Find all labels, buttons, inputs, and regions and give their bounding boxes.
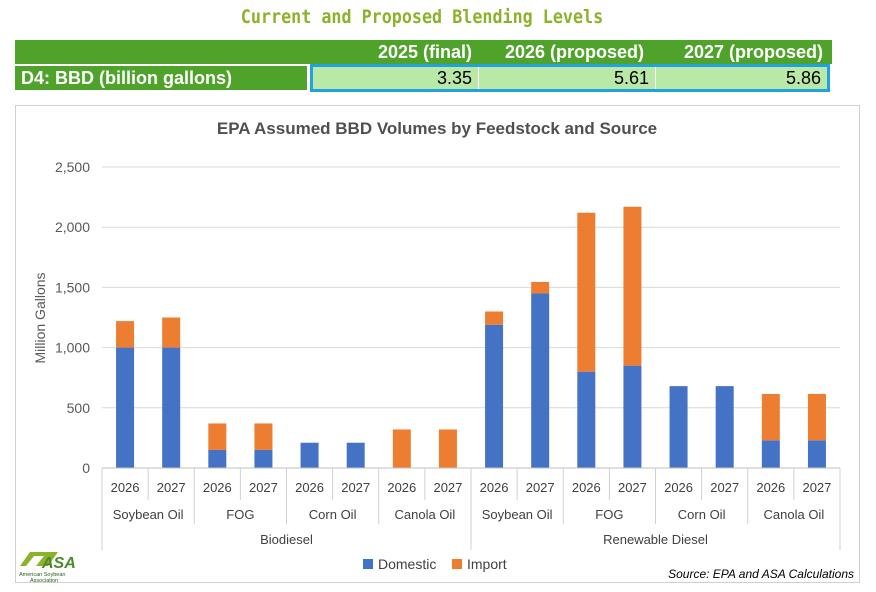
fuel-type-label: Renewable Diesel bbox=[603, 532, 708, 547]
bar-domestic bbox=[623, 365, 642, 468]
feedstock-label: Soybean Oil bbox=[482, 507, 553, 522]
x-tick-label: 2026 bbox=[111, 480, 140, 495]
x-tick-label: 2027 bbox=[618, 480, 647, 495]
bar-import bbox=[392, 429, 411, 468]
x-tick-label: 2026 bbox=[572, 480, 601, 495]
legend-swatch-import bbox=[452, 559, 462, 569]
feedstock-label: Corn Oil bbox=[678, 507, 726, 522]
bar-import bbox=[116, 321, 135, 348]
y-tick-label: 1,500 bbox=[55, 279, 90, 295]
bar-domestic bbox=[162, 347, 181, 468]
table-header-row: 2025 (final) 2026 (proposed) 2027 (propo… bbox=[15, 40, 832, 64]
x-tick-label: 2027 bbox=[249, 480, 278, 495]
header-2027: 2027 (proposed) bbox=[683, 42, 823, 62]
y-tick-label: 0 bbox=[82, 460, 90, 476]
highlighted-values-box: 3.35 5.61 5.86 bbox=[310, 64, 830, 92]
bar-domestic bbox=[116, 347, 135, 468]
bar-domestic bbox=[300, 442, 319, 468]
x-tick-label: 2026 bbox=[664, 480, 693, 495]
bar-domestic bbox=[761, 440, 780, 468]
bar-domestic bbox=[669, 386, 688, 468]
bar-import bbox=[531, 281, 550, 294]
header-2025: 2025 (final) bbox=[377, 42, 472, 62]
cell-divider bbox=[655, 67, 656, 89]
bar-domestic bbox=[715, 386, 734, 468]
x-tick-label: 2026 bbox=[295, 480, 324, 495]
bar-import bbox=[623, 206, 642, 366]
y-tick-label: 1,000 bbox=[55, 340, 90, 356]
bar-domestic bbox=[485, 324, 504, 468]
bar-import bbox=[162, 317, 181, 348]
bar-import bbox=[577, 212, 596, 372]
svg-text:Association: Association bbox=[30, 578, 58, 584]
asa-logo-mark: ASA American Soybean Association bbox=[19, 552, 76, 584]
value-2025: 3.35 bbox=[436, 68, 472, 88]
legend-label: Import bbox=[467, 556, 507, 572]
value-2026: 5.61 bbox=[613, 68, 649, 88]
x-tick-label: 2026 bbox=[203, 480, 232, 495]
svg-text:ASA: ASA bbox=[41, 555, 76, 572]
bar-import bbox=[807, 393, 826, 441]
feedstock-label: Soybean Oil bbox=[113, 507, 184, 522]
asa-logo: ASA American Soybean Association bbox=[18, 548, 84, 584]
bar-domestic bbox=[254, 449, 273, 468]
bar-domestic bbox=[577, 371, 596, 468]
bar-domestic bbox=[531, 293, 550, 468]
feedstock-label: Canola Oil bbox=[764, 507, 825, 522]
x-tick-label: 2027 bbox=[433, 480, 462, 495]
bar-import bbox=[254, 423, 273, 450]
svg-text:American Soybean: American Soybean bbox=[19, 572, 65, 578]
chart-frame bbox=[15, 105, 860, 583]
x-tick-label: 2027 bbox=[157, 480, 186, 495]
x-tick-label: 2027 bbox=[526, 480, 555, 495]
x-tick-label: 2026 bbox=[480, 480, 509, 495]
x-tick-label: 2026 bbox=[756, 480, 785, 495]
header-2026: 2026 (proposed) bbox=[504, 42, 644, 62]
x-tick-label: 2027 bbox=[341, 480, 370, 495]
x-tick-label: 2027 bbox=[802, 480, 831, 495]
y-tick-label: 500 bbox=[67, 400, 91, 416]
page-title: Current and Proposed Blending Levels bbox=[240, 6, 604, 28]
x-tick-label: 2026 bbox=[387, 480, 416, 495]
table-row-label: D4: BBD (billion gallons) bbox=[15, 66, 307, 90]
y-axis-label: Million Gallons bbox=[32, 272, 48, 363]
bar-import bbox=[485, 311, 504, 325]
feedstock-label: Canola Oil bbox=[395, 507, 456, 522]
feedstock-label: FOG bbox=[595, 507, 623, 522]
fuel-type-label: Biodiesel bbox=[260, 532, 313, 547]
bar-domestic bbox=[208, 449, 227, 468]
x-tick-label: 2027 bbox=[710, 480, 739, 495]
legend-swatch-domestic bbox=[363, 559, 373, 569]
bar-domestic bbox=[346, 442, 365, 468]
legend-label: Domestic bbox=[378, 556, 436, 572]
feedstock-label: FOG bbox=[226, 507, 254, 522]
cell-divider bbox=[478, 67, 479, 89]
chart-title: EPA Assumed BBD Volumes by Feedstock and… bbox=[217, 119, 657, 138]
feedstock-label: Corn Oil bbox=[309, 507, 357, 522]
value-2027: 5.86 bbox=[785, 68, 821, 88]
y-tick-label: 2,000 bbox=[55, 219, 90, 235]
bar-import bbox=[761, 393, 780, 441]
bar-import bbox=[208, 423, 227, 450]
bar-domestic bbox=[807, 440, 826, 468]
source-note: Source: EPA and ASA Calculations bbox=[668, 567, 854, 581]
bar-import bbox=[438, 429, 457, 468]
y-tick-label: 2,500 bbox=[55, 159, 90, 175]
